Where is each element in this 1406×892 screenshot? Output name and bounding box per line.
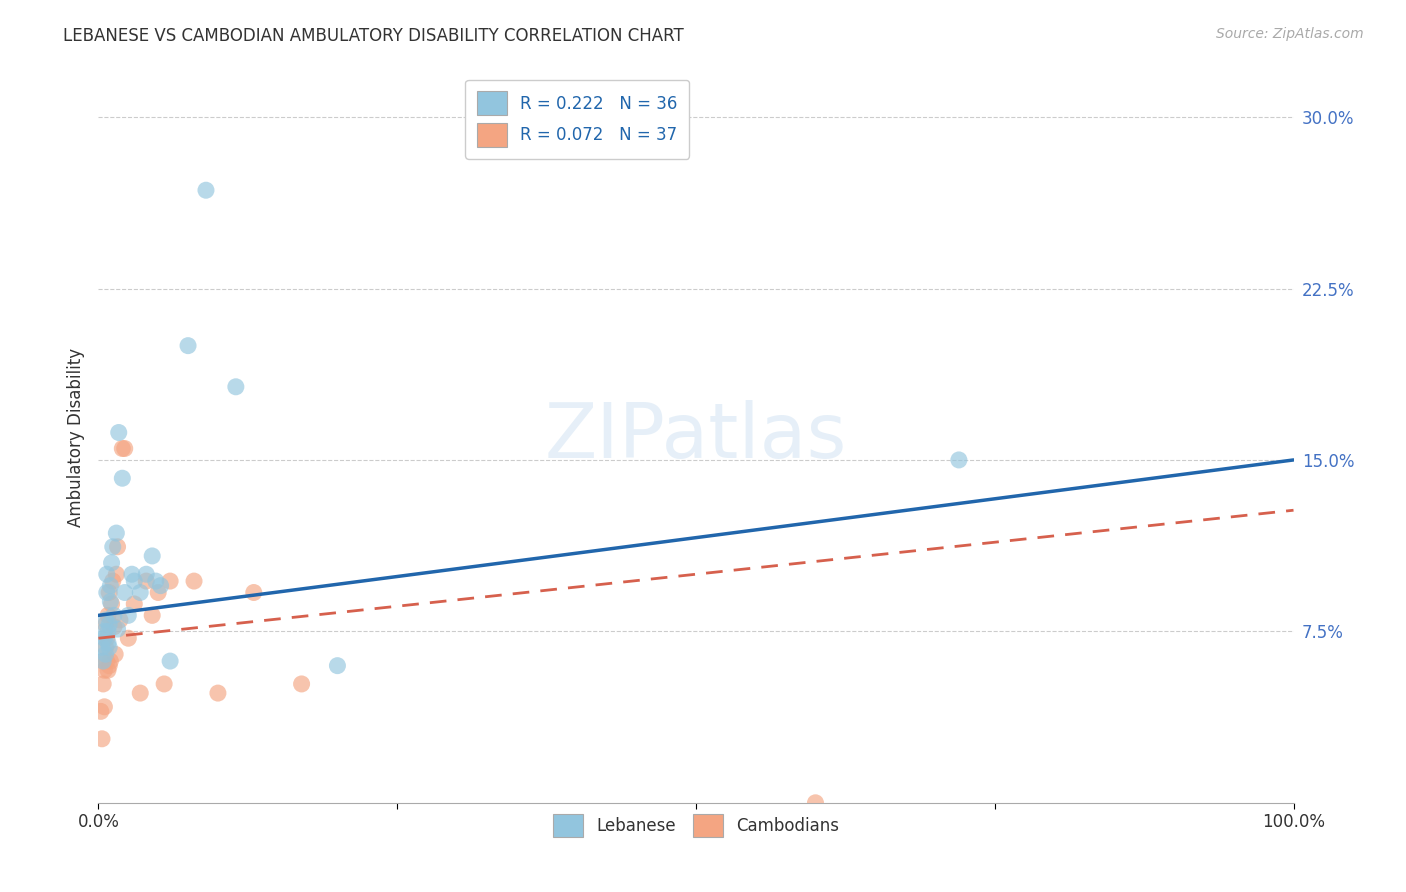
Point — [98, 640, 121, 655]
Point — [103, 608, 125, 623]
Point — [149, 579, 172, 593]
Point — [91, 731, 114, 746]
Legend: Lebanese, Cambodians: Lebanese, Cambodians — [544, 805, 848, 846]
Point — [135, 574, 157, 588]
Point — [111, 471, 134, 485]
Point — [101, 574, 124, 588]
Y-axis label: Ambulatory Disability: Ambulatory Disability — [66, 348, 84, 526]
Point — [97, 663, 120, 677]
Point — [98, 579, 122, 593]
Point — [94, 647, 117, 661]
Point — [177, 338, 200, 352]
Point — [111, 442, 134, 456]
Point — [291, 677, 314, 691]
Point — [107, 622, 129, 636]
Point — [105, 526, 128, 541]
Point — [97, 608, 120, 623]
Text: Source: ZipAtlas.com: Source: ZipAtlas.com — [1216, 27, 1364, 41]
Point — [117, 632, 139, 646]
Point — [98, 585, 121, 599]
Point — [124, 574, 146, 588]
Point — [98, 654, 122, 668]
Point — [108, 613, 131, 627]
Text: ZIPatlas: ZIPatlas — [544, 401, 848, 474]
Point — [97, 624, 120, 639]
Point — [103, 620, 125, 634]
Point — [107, 540, 129, 554]
Point — [93, 624, 115, 639]
Point — [141, 549, 163, 563]
Point — [91, 640, 114, 655]
Text: LEBANESE VS CAMBODIAN AMBULATORY DISABILITY CORRELATION CHART: LEBANESE VS CAMBODIAN AMBULATORY DISABIL… — [63, 27, 685, 45]
Point — [101, 540, 124, 554]
Point — [129, 585, 152, 599]
Point — [129, 686, 152, 700]
Point — [141, 608, 163, 623]
Point — [326, 658, 349, 673]
Point — [94, 640, 117, 655]
Point — [94, 613, 117, 627]
Point — [96, 567, 118, 582]
Point — [159, 654, 181, 668]
Point — [135, 567, 157, 582]
Point — [94, 617, 117, 632]
Point — [148, 585, 170, 599]
Point — [91, 677, 114, 691]
Point — [98, 595, 122, 609]
Point — [117, 608, 139, 623]
Point — [114, 585, 136, 599]
Point — [105, 567, 128, 582]
Point — [96, 654, 118, 668]
Point — [225, 380, 247, 394]
Point — [159, 574, 181, 588]
Point — [93, 699, 115, 714]
Point — [93, 632, 115, 646]
Point — [243, 585, 266, 599]
Point — [104, 647, 127, 661]
Point — [91, 654, 114, 668]
Point — [804, 796, 827, 810]
Point — [96, 632, 118, 646]
Point — [98, 617, 121, 632]
Point — [195, 183, 218, 197]
Point — [145, 574, 167, 588]
Point — [97, 636, 120, 650]
Point — [114, 442, 136, 456]
Point — [98, 658, 121, 673]
Point — [107, 425, 129, 440]
Point — [100, 556, 122, 570]
Point — [183, 574, 205, 588]
Point — [121, 567, 143, 582]
Point — [207, 686, 229, 700]
Point — [96, 585, 118, 599]
Point — [124, 597, 146, 611]
Point — [153, 677, 176, 691]
Point — [93, 663, 115, 677]
Point — [100, 597, 122, 611]
Point — [91, 654, 114, 668]
Point — [948, 453, 970, 467]
Point — [90, 705, 112, 719]
